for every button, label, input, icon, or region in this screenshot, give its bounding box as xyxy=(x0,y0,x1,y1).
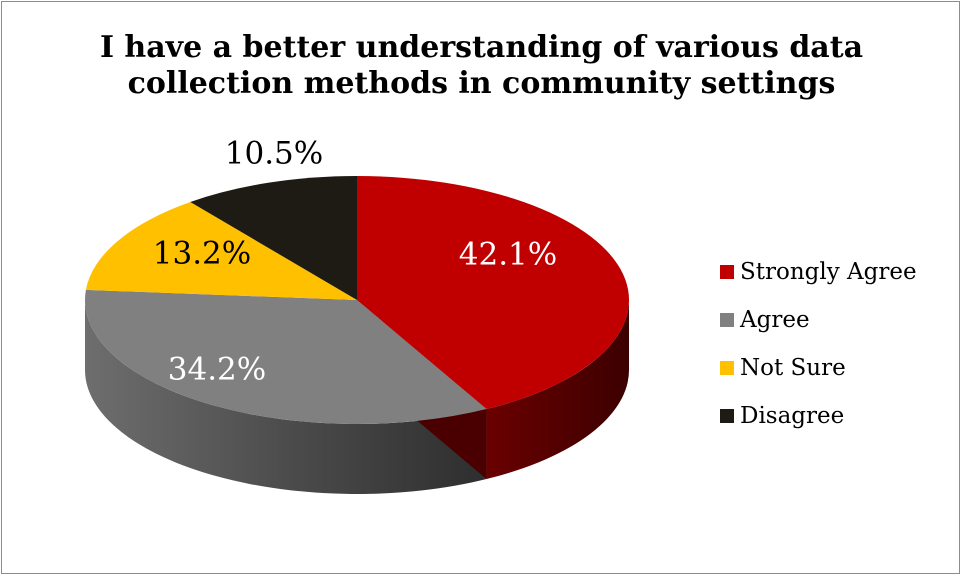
pie-slice-strongly-agree xyxy=(357,176,630,410)
chart-title: I have a better understanding of various… xyxy=(0,30,963,102)
chart-legend: Strongly Agree Agree Not Sure Disagree xyxy=(720,248,917,440)
data-label-not-sure: 13.2% xyxy=(153,236,251,272)
pie-side-agree xyxy=(84,300,487,495)
legend-label: Disagree xyxy=(740,403,845,429)
chart-title-line-1: I have a better understanding of various… xyxy=(99,30,864,65)
legend-label: Agree xyxy=(740,307,810,333)
data-label-agree: 34.2% xyxy=(168,352,266,388)
legend-swatch xyxy=(720,361,734,375)
legend-label: Not Sure xyxy=(740,355,846,381)
pie-slice-disagree xyxy=(190,176,357,300)
pie-slices xyxy=(85,176,630,425)
legend-item-strongly-agree: Strongly Agree xyxy=(720,248,917,296)
pie-side-strongly-agree xyxy=(486,300,629,480)
pie-slice-not-sure xyxy=(85,202,357,300)
legend-label: Strongly Agree xyxy=(740,259,917,285)
data-label-disagree: 10.5% xyxy=(225,136,323,172)
data-label-strongly-agree: 42.1% xyxy=(459,237,557,273)
legend-swatch xyxy=(720,265,734,279)
legend-swatch xyxy=(720,313,734,327)
legend-item-disagree: Disagree xyxy=(720,392,917,440)
legend-swatch xyxy=(720,409,734,423)
pie-data-labels: 42.1% 34.2% 13.2% 10.5% xyxy=(153,136,557,388)
legend-item-agree: Agree xyxy=(720,296,917,344)
legend-item-not-sure: Not Sure xyxy=(720,344,917,392)
chart-title-line-2: collection methods in community settings xyxy=(127,66,836,101)
pie-slice-agree xyxy=(85,289,487,425)
